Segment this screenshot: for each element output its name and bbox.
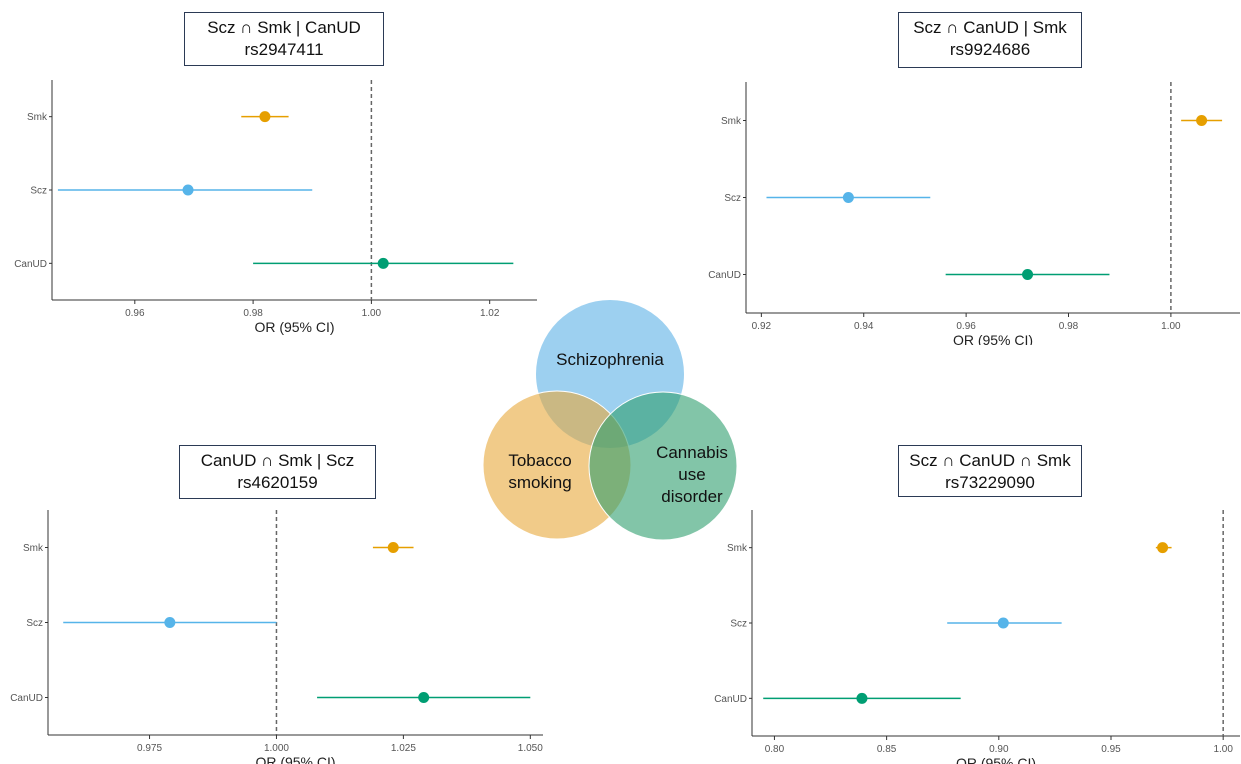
x-tick-label: 1.050 — [518, 743, 543, 754]
x-tick-label: 1.00 — [1213, 744, 1233, 755]
forest-plot-2: 0.92 0.94 0.96 0.98 1.00 OR (95% CI) Smk Scz Can… — [708, 82, 1240, 345]
point-smk — [1196, 115, 1208, 126]
chart-title-3: CanUD ∩ Smk | Scz — [200, 451, 355, 470]
x-tick-label: 0.98 — [243, 308, 263, 319]
point-canud — [418, 692, 430, 703]
chart-subtitle-4: rs73229090 — [945, 473, 1035, 492]
venn-label-tobacco: Tobacco smoking — [508, 451, 571, 492]
x-axis-label: OR (95% CI) — [953, 332, 1033, 345]
point-smk — [259, 111, 271, 123]
chart-title-2: Scz ∩ CanUD | Smk — [913, 18, 1067, 37]
x-tick-label: 1.02 — [480, 308, 500, 319]
point-scz — [842, 192, 854, 203]
chart-title-box-4: Scz ∩ CanUD ∩ Smk rs73229090 — [898, 445, 1082, 497]
venn-circle-cannabis — [588, 391, 738, 541]
x-tick-label: 0.96 — [956, 321, 976, 332]
y-tick-label-canud: CanUD — [714, 694, 747, 705]
x-tick-label: 0.98 — [1059, 321, 1079, 332]
chart-subtitle-2: rs9924686 — [949, 40, 1031, 59]
chart-title-box-3: CanUD ∩ Smk | Scz rs4620159 — [179, 445, 376, 499]
y-tick-label-smk: Smk — [721, 116, 742, 127]
chart-title-1: Scz ∩ Smk | CanUD — [207, 18, 361, 37]
chart-subtitle-1: rs2947411 — [244, 40, 324, 59]
y-tick-label-canud: CanUD — [10, 693, 43, 704]
y-tick-label-smk: Smk — [727, 543, 748, 554]
chart-title-box-2: Scz ∩ CanUD | Smk rs9924686 — [898, 12, 1082, 68]
point-scz — [164, 617, 176, 628]
forest-plot-1: 0.96 0.98 1.00 1.02 OR (95% CI) Smk Scz CanUD — [14, 80, 537, 335]
forest-plot-3: 0.975 1.000 1.025 1.050 OR (95% CI) Smk Scz Can… — [10, 510, 543, 764]
x-tick-label: 0.95 — [1101, 744, 1121, 755]
x-axis-label: OR (95% CI) — [956, 755, 1036, 764]
point-smk — [1157, 542, 1169, 554]
x-tick-label: 0.94 — [854, 321, 874, 332]
point-canud — [856, 692, 868, 704]
point-canud — [1022, 269, 1034, 280]
chart-subtitle-3: rs4620159 — [237, 473, 318, 492]
venn-label-cannabis: Cannabis use disorder — [656, 443, 728, 506]
chart-title-4: Scz ∩ CanUD ∩ Smk — [909, 451, 1071, 470]
x-tick-label: 0.96 — [125, 308, 145, 319]
y-tick-label-scz: Scz — [30, 186, 47, 197]
y-tick-label-scz: Scz — [724, 193, 741, 204]
point-scz — [997, 617, 1009, 629]
y-tick-label-smk: Smk — [23, 543, 44, 554]
y-tick-label-scz: Scz — [730, 619, 747, 630]
x-tick-label: 0.92 — [752, 321, 772, 332]
y-tick-label-canud: CanUD — [708, 270, 741, 281]
x-tick-label: 1.000 — [264, 743, 289, 754]
x-tick-label: 0.975 — [137, 743, 162, 754]
x-tick-label: 0.85 — [877, 744, 897, 755]
point-canud — [377, 257, 389, 269]
venn-diagram: Schizophrenia Tobacco smoking Cannabis use… — [482, 300, 738, 541]
x-tick-label: 0.90 — [989, 744, 1009, 755]
y-tick-label-scz: Scz — [26, 618, 43, 629]
point-scz — [182, 184, 194, 196]
point-smk — [387, 542, 399, 553]
x-tick-label: 0.80 — [765, 744, 785, 755]
y-tick-label-smk: Smk — [27, 112, 48, 123]
x-tick-label: 1.025 — [391, 743, 416, 754]
venn-label-schizophrenia: Schizophrenia — [556, 350, 664, 369]
x-axis-label: OR (95% CI) — [254, 319, 334, 335]
x-axis-label: OR (95% CI) — [255, 754, 335, 764]
chart-title-box-1: Scz ∩ Smk | CanUD rs2947411 — [184, 12, 384, 66]
x-tick-label: 1.00 — [1161, 321, 1181, 332]
y-tick-label-canud: CanUD — [14, 259, 47, 270]
x-tick-label: 1.00 — [362, 308, 382, 319]
